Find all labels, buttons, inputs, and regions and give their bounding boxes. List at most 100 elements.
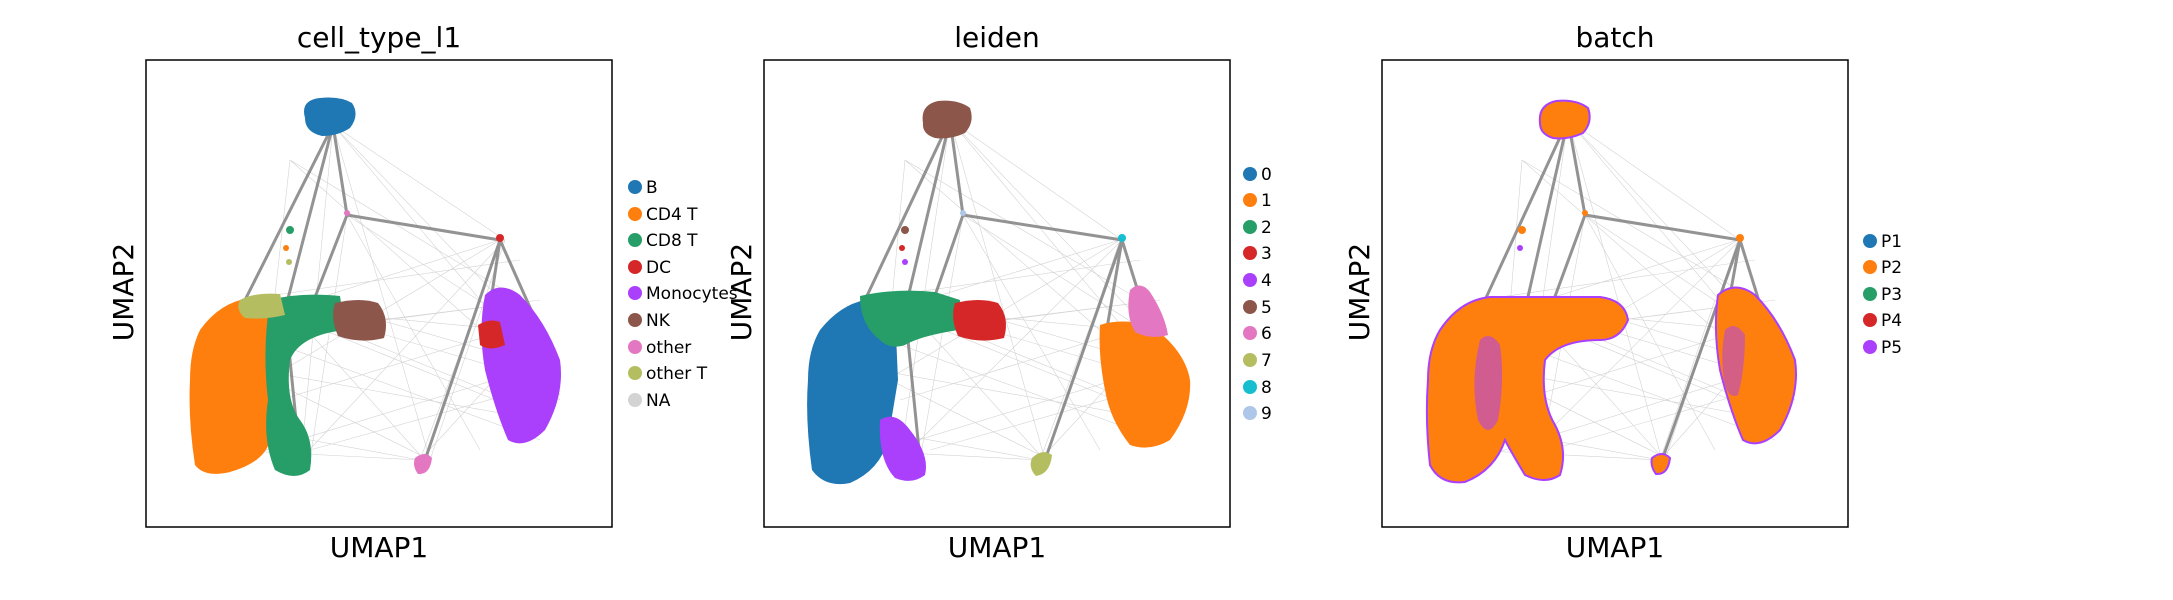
legend-item: 8 xyxy=(1243,378,1272,398)
legend-marker xyxy=(1243,406,1257,420)
legend-item: CD4 T xyxy=(628,205,698,225)
cluster-small-node xyxy=(901,226,909,234)
legend-label: 5 xyxy=(1261,298,1272,318)
cluster-b xyxy=(304,97,356,136)
cluster-p5-speckle xyxy=(1474,336,1503,430)
legend-marker xyxy=(628,180,642,194)
cluster-7 xyxy=(1030,452,1052,476)
legend-label: P1 xyxy=(1881,232,1902,252)
legend: B CD4 T CD8 T DC Monocytes NK other othe… xyxy=(628,178,738,411)
legend-marker xyxy=(1243,167,1257,181)
axes-frame xyxy=(145,59,613,528)
legend-item: DC xyxy=(628,258,671,278)
cluster-other xyxy=(414,454,432,475)
legend-label: CD4 T xyxy=(646,205,698,225)
panel-cell-type-l1: cell_type_l1 UMAP1 UMAP2 xyxy=(107,21,738,564)
legend-item: 4 xyxy=(1243,271,1272,291)
legend-label: 4 xyxy=(1261,271,1272,291)
cluster-small-node xyxy=(1517,245,1523,251)
legend-marker xyxy=(1243,193,1257,207)
cluster-other-node xyxy=(344,210,350,216)
legend-item: other T xyxy=(628,364,708,384)
legend-marker xyxy=(1243,246,1257,260)
cluster-nk xyxy=(333,300,386,341)
legend-marker xyxy=(1243,380,1257,394)
legend-marker xyxy=(628,340,642,354)
panel-title: leiden xyxy=(954,21,1040,54)
legend: P1 P2 P3 P4 P5 xyxy=(1863,232,1902,358)
legend-item: 3 xyxy=(1243,244,1272,264)
legend-item: P5 xyxy=(1863,338,1902,358)
legend-label: 1 xyxy=(1261,191,1272,211)
cluster-9 xyxy=(960,210,966,216)
legend-label: 9 xyxy=(1261,404,1272,424)
cluster-p2-right xyxy=(1714,286,1797,445)
legend-label: 0 xyxy=(1261,165,1272,185)
legend-item: P1 xyxy=(1863,232,1902,252)
cluster-dc-node xyxy=(496,234,504,242)
legend-item: P4 xyxy=(1863,311,1902,331)
legend-label: NA xyxy=(646,391,671,411)
legend-label: other T xyxy=(646,364,708,384)
legend-label: Monocytes xyxy=(646,284,738,304)
legend-label: other xyxy=(646,338,691,358)
legend-marker xyxy=(1243,326,1257,340)
cluster-small-node xyxy=(283,245,289,251)
legend-item: 1 xyxy=(1243,191,1272,211)
legend-label: P2 xyxy=(1881,258,1902,278)
cluster-blobs xyxy=(189,97,561,476)
cluster-6 xyxy=(1128,285,1168,337)
legend: 0 1 2 3 4 5 6 7 8 9 xyxy=(1243,165,1272,424)
legend-label: 7 xyxy=(1261,351,1272,371)
plot-area xyxy=(807,100,1191,485)
legend-item: B xyxy=(628,178,658,198)
legend-marker xyxy=(628,313,642,327)
legend-label: B xyxy=(646,178,658,198)
legend-marker xyxy=(628,233,642,247)
legend-marker xyxy=(1863,340,1877,354)
legend-item: 6 xyxy=(1243,324,1272,344)
cluster-2 xyxy=(860,290,960,347)
legend-label: 6 xyxy=(1261,324,1272,344)
legend-marker xyxy=(1243,300,1257,314)
panel-title: batch xyxy=(1575,21,1654,54)
legend-item: 2 xyxy=(1243,218,1272,238)
legend-marker xyxy=(1863,287,1877,301)
cluster-p5-speckle xyxy=(1722,326,1745,396)
legend-label: P3 xyxy=(1881,285,1902,305)
legend-marker xyxy=(628,260,642,274)
legend-label: CD8 T xyxy=(646,231,698,251)
cluster-dc xyxy=(478,320,505,349)
panel-title: cell_type_l1 xyxy=(297,21,461,54)
legend-marker xyxy=(1243,353,1257,367)
legend-item: NK xyxy=(628,311,671,331)
legend-item: NA xyxy=(628,391,671,411)
legend-item: other xyxy=(628,338,691,358)
x-axis-label: UMAP1 xyxy=(330,531,429,564)
legend-label: NK xyxy=(646,311,671,331)
legend-marker xyxy=(1243,273,1257,287)
cluster-0 xyxy=(807,299,898,485)
cluster-small-node xyxy=(899,245,905,251)
legend-label: 2 xyxy=(1261,218,1272,238)
legend-label: 8 xyxy=(1261,378,1272,398)
plot-area xyxy=(189,97,561,476)
cluster-other-t xyxy=(238,293,285,319)
legend-item: 9 xyxy=(1243,404,1272,424)
cluster-blobs xyxy=(1425,99,1797,484)
cluster-3 xyxy=(953,300,1006,341)
legend-marker xyxy=(1863,234,1877,248)
legend-label: P4 xyxy=(1881,311,1902,331)
cluster-small-node xyxy=(286,259,292,265)
legend-label: P5 xyxy=(1881,338,1902,358)
axes-frame xyxy=(1381,59,1849,528)
panel-batch: batch UMAP1 UMAP2 xyxy=(1343,21,1902,564)
cluster-4 xyxy=(879,416,926,481)
legend-item: Monocytes xyxy=(628,284,738,304)
cluster-small-node xyxy=(902,259,908,265)
cluster-cd4-t xyxy=(189,297,282,474)
cluster-p2-small xyxy=(1650,453,1672,476)
legend-item: CD8 T xyxy=(628,231,698,251)
legend-item: 0 xyxy=(1243,165,1272,185)
